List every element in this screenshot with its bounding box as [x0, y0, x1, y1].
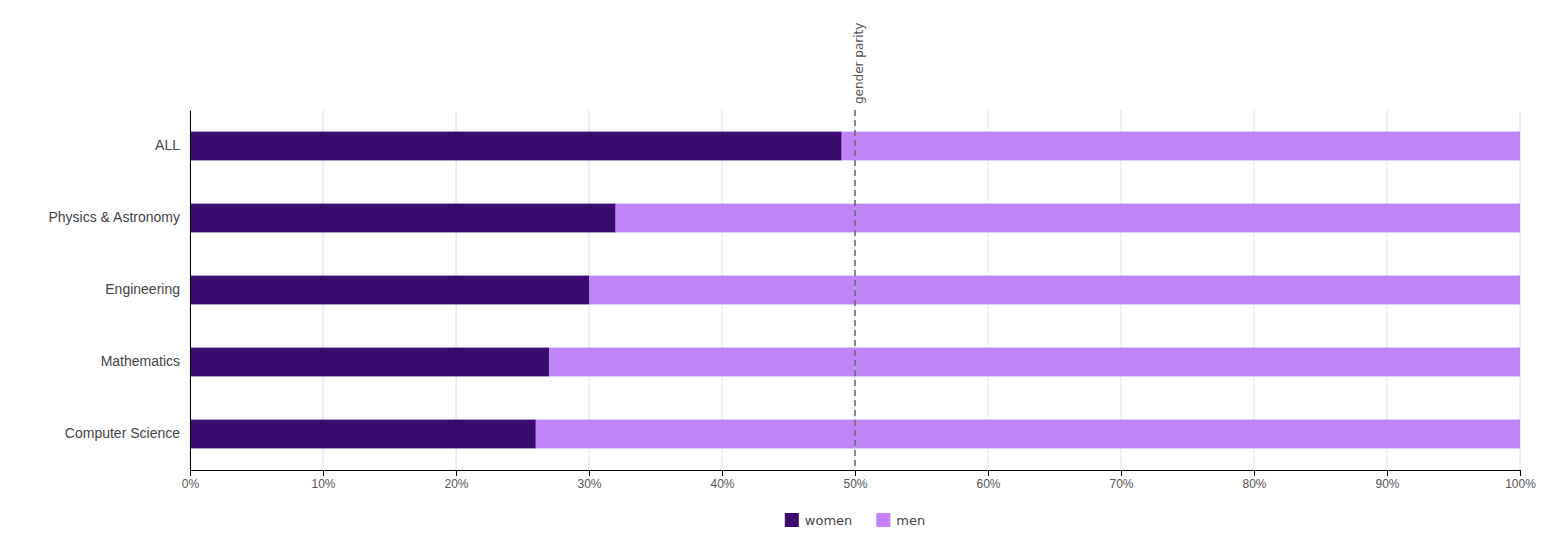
x-tick: 100%	[1505, 470, 1536, 491]
legend-item: women	[785, 513, 853, 528]
x-tick: 40%	[710, 470, 734, 491]
legend-label: men	[896, 513, 925, 528]
x-tick: 60%	[976, 470, 1000, 491]
x-tick-mark	[722, 470, 723, 476]
bar	[589, 276, 1520, 305]
x-tick-label: 40%	[710, 477, 734, 491]
legend-swatch	[785, 513, 799, 527]
reference-line	[854, 110, 856, 470]
bar	[190, 204, 616, 233]
x-tick: 0%	[182, 470, 200, 491]
y-tick-label: Physics & Astronomy	[49, 209, 181, 225]
x-tick-mark	[190, 470, 191, 476]
y-tick-label: ALL	[155, 137, 180, 153]
legend-label: women	[805, 513, 853, 528]
y-tick-label: Computer Science	[65, 425, 180, 441]
x-tick-label: 20%	[444, 477, 468, 491]
x-tick-mark	[589, 470, 590, 476]
x-axis: 0% 10% 20% 30% 40% 50% 60% 70% 80% 90% 100%	[182, 470, 1536, 491]
legend-swatch	[876, 513, 890, 527]
x-tick-mark	[1387, 470, 1388, 476]
legend: women men	[785, 513, 925, 528]
x-tick-mark	[323, 470, 324, 476]
y-tick: Mathematics	[101, 353, 190, 369]
x-tick-mark	[855, 470, 856, 476]
bar	[616, 204, 1520, 233]
bar	[190, 132, 842, 161]
y-tick: Engineering	[105, 281, 190, 297]
bar	[842, 132, 1520, 161]
y-tick: Physics & Astronomy	[49, 209, 191, 225]
grid-line	[190, 110, 191, 470]
x-axis-line	[191, 471, 1521, 477]
x-tick: 30%	[577, 470, 601, 491]
x-tick-mark	[1520, 470, 1521, 476]
x-tick-label: 90%	[1375, 477, 1399, 491]
x-tick-label: 60%	[976, 477, 1000, 491]
y-tick: Computer Science	[65, 425, 190, 441]
bar	[549, 348, 1520, 377]
x-tick: 80%	[1242, 470, 1266, 491]
plot-area	[190, 110, 1520, 470]
grid	[190, 110, 1520, 470]
x-tick-mark	[988, 470, 989, 476]
y-axis: ALL Physics & Astronomy Engineering Mathema…	[49, 111, 191, 471]
x-tick-label: 50%	[843, 477, 867, 491]
grid-line	[855, 110, 856, 470]
x-tick: 90%	[1375, 470, 1399, 491]
y-tick-label: Engineering	[105, 281, 180, 297]
y-tick: ALL	[155, 137, 190, 153]
annotation: gender parity	[852, 23, 866, 104]
x-tick-label: 10%	[311, 477, 335, 491]
x-tick: 20%	[444, 470, 468, 491]
x-tick-label: 80%	[1242, 477, 1266, 491]
bar	[190, 420, 536, 449]
legend-item: men	[876, 513, 925, 528]
chart: 0% 10% 20% 30% 40% 50% 60% 70% 80% 90% 100% ALL Phys…	[0, 0, 1560, 550]
bar-series	[536, 132, 1520, 449]
x-tick-label: 30%	[577, 477, 601, 491]
x-tick-label: 0%	[182, 477, 200, 491]
bar	[190, 348, 549, 377]
x-tick-label: 70%	[1109, 477, 1133, 491]
x-tick-mark	[1121, 470, 1122, 476]
bar	[536, 420, 1520, 449]
x-tick: 70%	[1109, 470, 1133, 491]
y-tick-label: Mathematics	[101, 353, 180, 369]
x-tick: 50%	[843, 470, 867, 491]
bar	[190, 276, 589, 305]
x-tick-mark	[456, 470, 457, 476]
x-tick-mark	[1254, 470, 1255, 476]
y-axis-line	[190, 111, 191, 471]
x-tick-label: 100%	[1505, 477, 1536, 491]
x-tick: 10%	[311, 470, 335, 491]
